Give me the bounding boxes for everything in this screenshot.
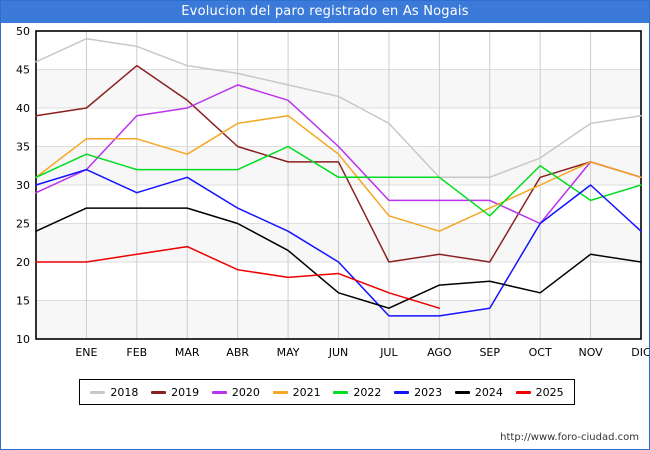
legend-item-2022[interactable]: 2022 [333, 386, 381, 399]
svg-text:FEB: FEB [126, 346, 147, 359]
legend-item-2020[interactable]: 2020 [211, 385, 260, 399]
svg-text:45: 45 [16, 64, 30, 77]
legend-item-2019[interactable]: 2019 [151, 386, 199, 399]
legend-item-2024[interactable]: 2024 [454, 385, 503, 399]
svg-text:MAR: MAR [175, 346, 200, 359]
svg-text:JUN: JUN [328, 346, 349, 359]
svg-text:NOV: NOV [578, 346, 603, 359]
legend-label: 2018 [110, 385, 139, 399]
svg-text:25: 25 [16, 218, 30, 231]
legend-swatch-icon [333, 390, 349, 394]
svg-text:JUL: JUL [379, 346, 398, 359]
legend-label: 2022 [353, 385, 382, 399]
svg-text:30: 30 [16, 179, 30, 192]
svg-text:15: 15 [16, 295, 30, 308]
chart-area: 10 15 20 25 30 35 40 45 50 ENE FEB MAR ABR MAY JUN JUL A… [1, 23, 649, 373]
legend-swatch-icon [272, 390, 288, 394]
legend-label: 2023 [414, 385, 443, 399]
svg-text:ABR: ABR [226, 346, 249, 359]
svg-text:OCT: OCT [529, 346, 552, 359]
legend-label: 2020 [231, 385, 260, 399]
legend-item-2018[interactable]: 2018 [90, 386, 138, 399]
chart-legend: 2018 2019 2020 2021 2022 2023 2024 2025 [79, 379, 575, 405]
svg-text:MAY: MAY [277, 346, 300, 359]
svg-text:35: 35 [16, 141, 30, 154]
svg-text:DIC: DIC [631, 346, 649, 359]
svg-text:40: 40 [16, 102, 30, 115]
line-chart: 10 15 20 25 30 35 40 45 50 ENE FEB MAR ABR MAY JUN JUL A… [16, 25, 649, 359]
svg-text:50: 50 [16, 25, 30, 38]
legend-swatch-icon [90, 390, 106, 394]
legend-swatch-icon [515, 390, 531, 394]
legend-item-2025[interactable]: 2025 [515, 385, 564, 399]
svg-text:AGO: AGO [427, 346, 452, 359]
svg-text:ENE: ENE [75, 346, 97, 359]
svg-text:SEP: SEP [479, 346, 500, 359]
legend-swatch-icon [454, 390, 470, 394]
legend-label: 2019 [171, 385, 200, 399]
source-url: http://www.foro-ciudad.com [500, 432, 639, 443]
legend-item-2023[interactable]: 2023 [394, 386, 442, 399]
legend-label: 2024 [474, 385, 503, 399]
legend-item-2021[interactable]: 2021 [272, 385, 321, 399]
legend-swatch-icon [394, 390, 410, 394]
svg-text:10: 10 [16, 333, 30, 346]
svg-text:20: 20 [16, 256, 30, 269]
legend-label: 2021 [292, 385, 321, 399]
legend-label: 2025 [535, 385, 564, 399]
legend-swatch-icon [211, 390, 227, 394]
page-title: Evolucion del paro registrado en As Noga… [1, 1, 649, 23]
legend-swatch-icon [151, 390, 167, 394]
